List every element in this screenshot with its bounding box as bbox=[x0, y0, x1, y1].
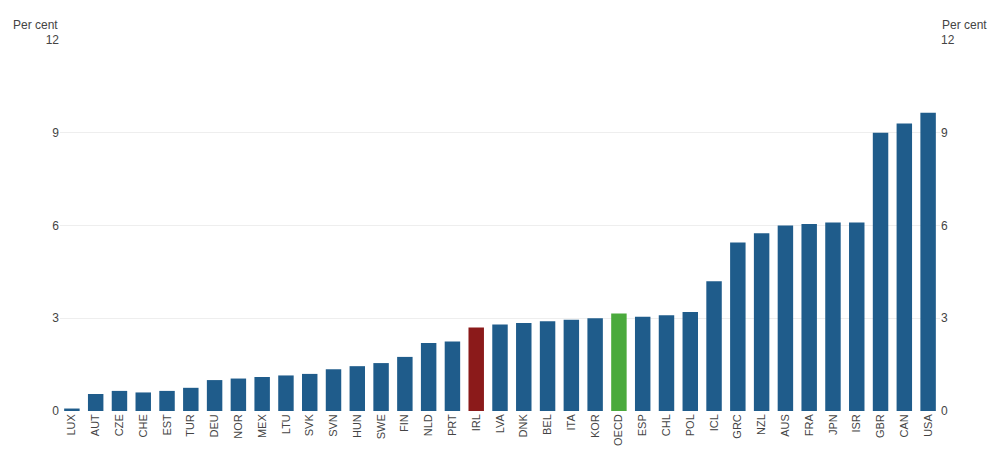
svg-text:CHL: CHL bbox=[660, 414, 672, 436]
svg-text:BEL: BEL bbox=[541, 414, 553, 435]
svg-text:EST: EST bbox=[161, 414, 173, 436]
svg-text:POL: POL bbox=[684, 414, 696, 436]
svg-text:USA: USA bbox=[922, 414, 934, 437]
svg-text:OECD: OECD bbox=[612, 414, 624, 446]
svg-text:KOR: KOR bbox=[589, 414, 601, 438]
svg-text:ITA: ITA bbox=[565, 414, 577, 431]
svg-text:FIN: FIN bbox=[398, 414, 410, 432]
svg-text:CAN: CAN bbox=[898, 414, 910, 437]
svg-text:6: 6 bbox=[941, 219, 948, 233]
svg-text:IRL: IRL bbox=[470, 414, 482, 431]
svg-text:NZL: NZL bbox=[755, 414, 767, 435]
svg-text:ICL: ICL bbox=[708, 414, 720, 431]
svg-text:DEU: DEU bbox=[208, 414, 220, 437]
svg-text:PRT: PRT bbox=[446, 414, 458, 436]
svg-text:CZE: CZE bbox=[113, 414, 125, 436]
svg-text:SVK: SVK bbox=[303, 414, 315, 437]
svg-text:FRA: FRA bbox=[803, 414, 815, 437]
svg-text:LUX: LUX bbox=[65, 414, 77, 436]
svg-text:AUT: AUT bbox=[89, 414, 101, 436]
svg-text:MEX: MEX bbox=[256, 414, 268, 439]
svg-text:AUS: AUS bbox=[779, 414, 791, 437]
svg-text:LVA: LVA bbox=[494, 414, 506, 434]
svg-text:JPN: JPN bbox=[827, 414, 839, 435]
svg-text:12: 12 bbox=[941, 33, 955, 47]
svg-text:9: 9 bbox=[52, 126, 59, 140]
svg-text:6: 6 bbox=[52, 219, 59, 233]
svg-text:0: 0 bbox=[52, 404, 59, 418]
svg-text:GBR: GBR bbox=[874, 414, 886, 438]
svg-text:3: 3 bbox=[941, 311, 948, 325]
svg-text:HUN: HUN bbox=[351, 414, 363, 438]
svg-text:Per cent: Per cent bbox=[942, 18, 987, 32]
svg-text:ESP: ESP bbox=[636, 414, 648, 436]
svg-text:NOR: NOR bbox=[232, 414, 244, 439]
svg-text:SWE: SWE bbox=[375, 414, 387, 439]
svg-text:9: 9 bbox=[941, 126, 948, 140]
svg-text:Per cent: Per cent bbox=[13, 18, 58, 32]
svg-text:ISR: ISR bbox=[850, 414, 862, 432]
svg-text:CHE: CHE bbox=[137, 414, 149, 437]
svg-text:LTU: LTU bbox=[280, 414, 292, 434]
svg-text:DNK: DNK bbox=[517, 414, 529, 438]
svg-text:12: 12 bbox=[46, 33, 60, 47]
svg-text:TUR: TUR bbox=[184, 414, 196, 437]
svg-text:GRC: GRC bbox=[731, 414, 743, 439]
svg-text:0: 0 bbox=[941, 404, 948, 418]
svg-text:SVN: SVN bbox=[327, 414, 339, 437]
svg-text:NLD: NLD bbox=[422, 414, 434, 436]
svg-text:3: 3 bbox=[52, 311, 59, 325]
